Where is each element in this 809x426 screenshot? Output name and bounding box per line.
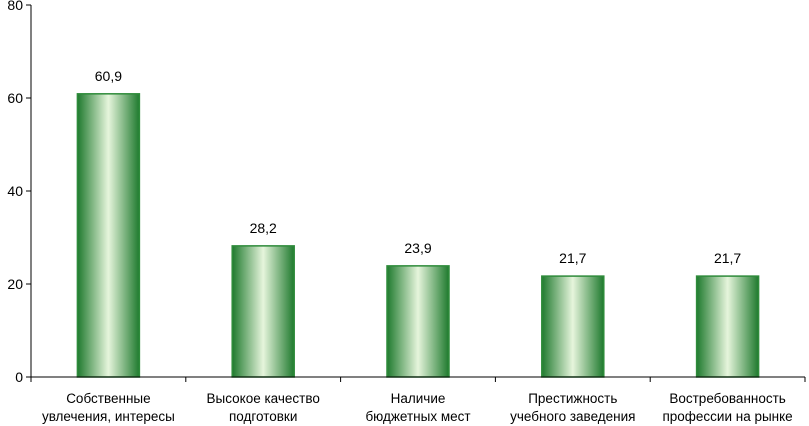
bar: [76, 93, 141, 378]
data-label: 21,7: [559, 250, 586, 266]
y-tick-label: 80: [7, 0, 23, 13]
data-label: 60,9: [95, 68, 122, 84]
bar: [695, 275, 760, 378]
data-label: 23,9: [404, 240, 431, 256]
y-tick-label: 40: [7, 183, 23, 199]
data-label: 28,2: [250, 220, 277, 236]
bar: [541, 275, 605, 378]
x-tick-label: учебного заведения: [510, 409, 635, 424]
x-tick-label: Собственные: [66, 391, 150, 406]
bar: [386, 265, 450, 378]
data-label: 21,7: [714, 250, 741, 266]
y-tick-label: 60: [7, 90, 23, 106]
x-tick-label: Престижность: [528, 391, 617, 406]
y-tick-label: 0: [15, 369, 23, 385]
x-tick-label: бюджетных мест: [365, 409, 470, 424]
x-tick-label: Наличие: [391, 391, 446, 406]
bar: [231, 245, 295, 378]
labels-group: 0 20 40 60 80 60,9 Собственные увлечения, интер…: [7, 0, 792, 424]
axes-group: [26, 4, 806, 382]
x-tick-label: Востребованность: [669, 391, 785, 406]
y-tick-label: 20: [7, 276, 23, 292]
x-tick-label: увлечения, интересы: [42, 409, 175, 424]
x-tick-label: профессии на рынке: [662, 409, 792, 424]
x-tick-label: Высокое качество: [207, 391, 320, 406]
bars-group: [76, 93, 760, 378]
x-tick-label: подготовки: [229, 409, 297, 424]
